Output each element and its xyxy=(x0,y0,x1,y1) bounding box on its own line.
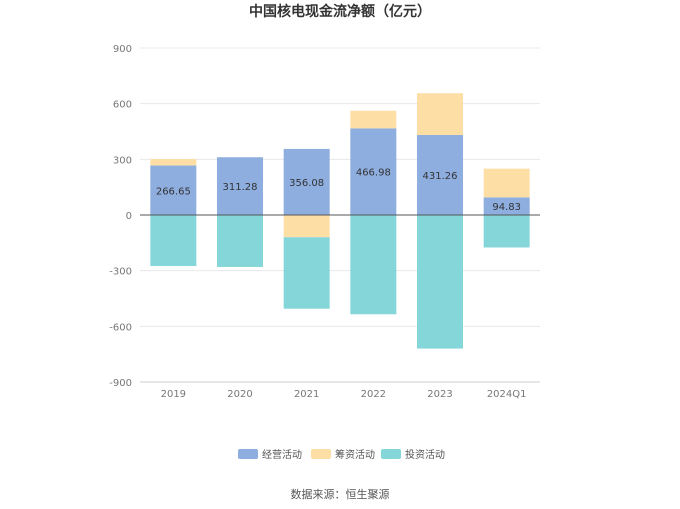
bar-segment xyxy=(150,159,197,166)
y-tick-label: -300 xyxy=(109,267,132,278)
y-tick-label: 600 xyxy=(113,100,132,111)
y-tick-label: 900 xyxy=(113,44,132,55)
bar-segment xyxy=(217,215,263,267)
bar-segment xyxy=(417,215,463,349)
data-labels: 266.65 311.28 356.08 466.98 431.26 94.83 xyxy=(156,168,521,214)
x-tick-label: 2020 xyxy=(227,389,252,400)
zero-line xyxy=(140,214,540,383)
legend: 经营活动 筹资活动 投资活动 xyxy=(238,448,445,461)
bar-segment xyxy=(483,197,530,215)
bar-segment xyxy=(283,237,330,309)
data-label: 266.65 xyxy=(156,186,191,197)
bar-segment xyxy=(350,215,397,315)
legend-item[interactable]: 投资活动 xyxy=(381,448,445,461)
bar-segment xyxy=(150,165,197,215)
bar-segment xyxy=(483,168,530,198)
x-axis: 2019 2020 2021 2022 2023 2024Q1 xyxy=(161,389,527,400)
bar-segment xyxy=(217,157,263,215)
legend-label: 投资活动 xyxy=(405,448,445,461)
legend-item[interactable]: 经营活动 xyxy=(238,448,302,461)
bars xyxy=(150,93,530,349)
legend-swatch xyxy=(311,449,331,459)
data-label: 311.28 xyxy=(223,182,258,193)
legend-swatch xyxy=(381,449,401,459)
legend-item[interactable]: 筹资活动 xyxy=(311,448,375,461)
legend-label: 经营活动 xyxy=(262,448,302,461)
y-tick-label: -600 xyxy=(109,322,132,333)
x-tick-label: 2019 xyxy=(161,389,186,400)
y-axis: 900 600 300 0 -300 -600 -900 xyxy=(109,44,132,389)
data-label: 466.98 xyxy=(356,168,391,179)
source-note: 数据来源：恒生聚源 xyxy=(291,487,390,501)
legend-label: 筹资活动 xyxy=(335,448,375,461)
data-label: 356.08 xyxy=(289,178,324,189)
bar-segment xyxy=(417,93,463,135)
y-tick-label: 0 xyxy=(126,211,132,222)
bar-segment xyxy=(483,215,530,248)
x-tick-label: 2024Q1 xyxy=(487,389,527,400)
x-tick-label: 2021 xyxy=(294,389,319,400)
x-tick-label: 2023 xyxy=(427,389,452,400)
bar-segment xyxy=(283,148,330,215)
y-tick-label: -900 xyxy=(109,378,132,389)
data-label: 94.83 xyxy=(492,202,521,213)
data-label: 431.26 xyxy=(423,171,458,182)
legend-swatch xyxy=(238,449,258,459)
x-tick-label: 2022 xyxy=(361,389,386,400)
bar-segment xyxy=(350,110,397,129)
bar-segment xyxy=(350,128,397,215)
bar-segment xyxy=(417,134,463,215)
bar-segment xyxy=(150,215,197,267)
y-tick-label: 300 xyxy=(113,155,132,166)
bar-segment xyxy=(283,215,330,238)
chart-title: 中国核电现金流净额（亿元） xyxy=(249,3,431,20)
